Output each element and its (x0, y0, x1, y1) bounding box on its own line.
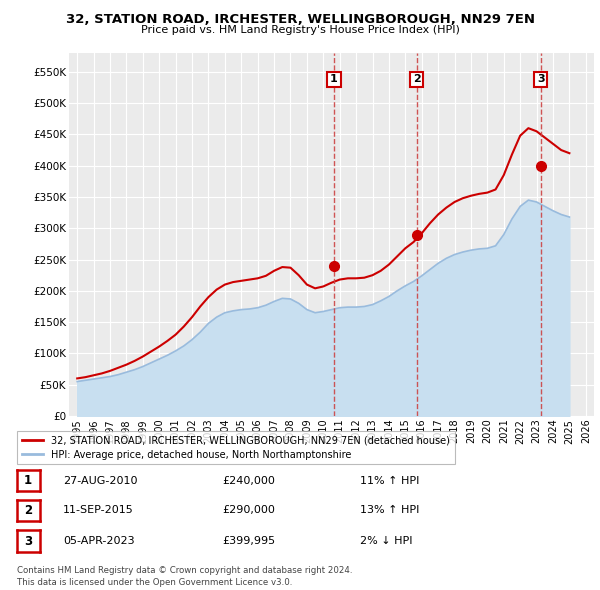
Text: 27-AUG-2010: 27-AUG-2010 (63, 476, 137, 486)
Text: £240,000: £240,000 (222, 476, 275, 486)
Text: 11-SEP-2015: 11-SEP-2015 (63, 506, 134, 515)
Text: 05-APR-2023: 05-APR-2023 (63, 536, 134, 546)
Text: 2: 2 (413, 74, 421, 84)
Text: Price paid vs. HM Land Registry's House Price Index (HPI): Price paid vs. HM Land Registry's House … (140, 25, 460, 35)
Text: 3: 3 (24, 535, 32, 548)
Text: 11% ↑ HPI: 11% ↑ HPI (360, 476, 419, 486)
Text: £399,995: £399,995 (222, 536, 275, 546)
Text: £290,000: £290,000 (222, 506, 275, 515)
Text: 1: 1 (24, 474, 32, 487)
Text: 3: 3 (537, 74, 545, 84)
Text: 1: 1 (330, 74, 338, 84)
Text: 32, STATION ROAD, IRCHESTER, WELLINGBOROUGH, NN29 7EN: 32, STATION ROAD, IRCHESTER, WELLINGBORO… (65, 13, 535, 26)
Legend: 32, STATION ROAD, IRCHESTER, WELLINGBOROUGH, NN29 7EN (detached house), HPI: Ave: 32, STATION ROAD, IRCHESTER, WELLINGBORO… (17, 431, 455, 464)
Text: Contains HM Land Registry data © Crown copyright and database right 2024.
This d: Contains HM Land Registry data © Crown c… (17, 566, 352, 587)
Text: 2: 2 (24, 504, 32, 517)
Text: 2% ↓ HPI: 2% ↓ HPI (360, 536, 413, 546)
Text: 13% ↑ HPI: 13% ↑ HPI (360, 506, 419, 515)
